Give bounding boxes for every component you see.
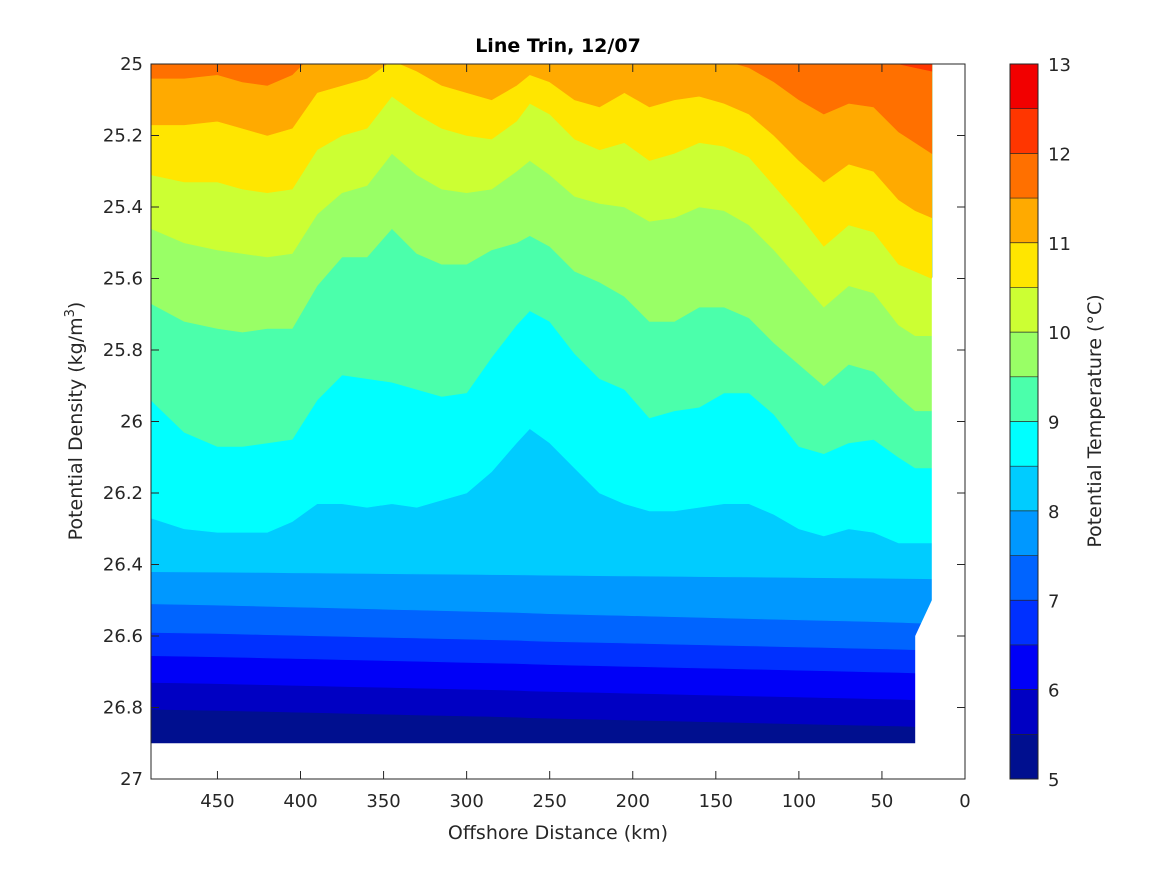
colorbar-frame (1009, 63, 1039, 780)
y-tick-label: 25.4 (103, 197, 143, 218)
colorbar: 5 6 7 8 9 10 11 12 13 (1009, 55, 1071, 791)
colorbar-label: Potential Temperature (°C) (1084, 294, 1106, 547)
y-tick-label: 26.2 (103, 483, 143, 504)
colorbar-segment (1009, 510, 1039, 556)
colorbar-segment (1009, 689, 1039, 735)
colorbar-segment (1009, 63, 1039, 109)
x-tick-label: 200 (616, 791, 650, 812)
colorbar-segment (1009, 600, 1039, 646)
chart-title: Line Trin, 12/07 (475, 35, 641, 57)
y-axis-label: Potential Density (kg/m3) (63, 302, 87, 541)
x-tick-label: 50 (870, 791, 893, 812)
colorbar-segment (1009, 734, 1039, 780)
y-tick-label: 26.8 (103, 698, 143, 719)
x-tick-label: 150 (699, 791, 733, 812)
contour-fill-area (151, 64, 965, 779)
x-tick-label: 250 (533, 791, 567, 812)
colorbar-segment (1009, 108, 1039, 154)
x-tick-label: 450 (200, 791, 234, 812)
contour-band (151, 64, 933, 154)
y-tick-label: 26.4 (103, 555, 143, 576)
x-tick-label: 350 (366, 791, 400, 812)
colorbar-tick-label: 8 (1048, 502, 1059, 523)
no-data-mask (915, 64, 965, 779)
colorbar-tick-label: 10 (1048, 323, 1071, 344)
contour-band (897, 64, 933, 72)
x-axis-label: Offshore Distance (km) (448, 822, 668, 844)
colorbar-tick-label: 11 (1048, 234, 1071, 255)
y-axis-label-superscript: 3 (63, 309, 78, 317)
x-tick-label: 100 (782, 791, 816, 812)
y-axis-label-close: ) (65, 302, 87, 309)
colorbar-segment (1009, 376, 1039, 422)
colorbar-segment (1009, 287, 1039, 333)
y-tick-label: 25.2 (103, 126, 143, 147)
colorbar-segment (1009, 644, 1039, 690)
colorbar-tick-label: 5 (1048, 770, 1059, 791)
contour-band (151, 64, 933, 279)
y-axis: 25 25.2 25.4 25.6 25.8 26 26.2 26.4 26.6 26.8 27 (103, 54, 965, 790)
colorbar-segment (1009, 555, 1039, 601)
no-data-mask (151, 743, 965, 779)
contour-band (151, 64, 933, 219)
y-tick-label: 26.6 (103, 626, 143, 647)
colorbar-segment (1009, 331, 1039, 378)
y-axis-label-main: Potential Density (kg/m (65, 317, 87, 540)
x-tick-label: 400 (283, 791, 317, 812)
colorbar-segment (1009, 197, 1039, 243)
colorbar-tick-label: 9 (1048, 413, 1059, 434)
colorbar-segment (1009, 153, 1039, 199)
y-tick-label: 25.8 (103, 340, 143, 361)
y-tick-label: 27 (120, 769, 143, 790)
colorbar-tick-label: 6 (1048, 681, 1059, 702)
colorbar-segment (1009, 421, 1039, 467)
x-axis: 450 400 350 300 250 200 150 100 50 0 (200, 64, 971, 812)
colorbar-tick-label: 13 (1048, 55, 1071, 76)
y-tick-label: 25 (120, 54, 143, 75)
x-tick-label: 0 (959, 791, 970, 812)
colorbar-segment (1009, 242, 1039, 288)
y-tick-label: 26 (120, 412, 143, 433)
y-tick-label: 25.6 (103, 269, 143, 290)
colorbar-tick-label: 7 (1048, 591, 1059, 612)
x-tick-label: 300 (449, 791, 483, 812)
colorbar-tick-label: 12 (1048, 144, 1071, 165)
colorbar-segment (1009, 465, 1039, 512)
